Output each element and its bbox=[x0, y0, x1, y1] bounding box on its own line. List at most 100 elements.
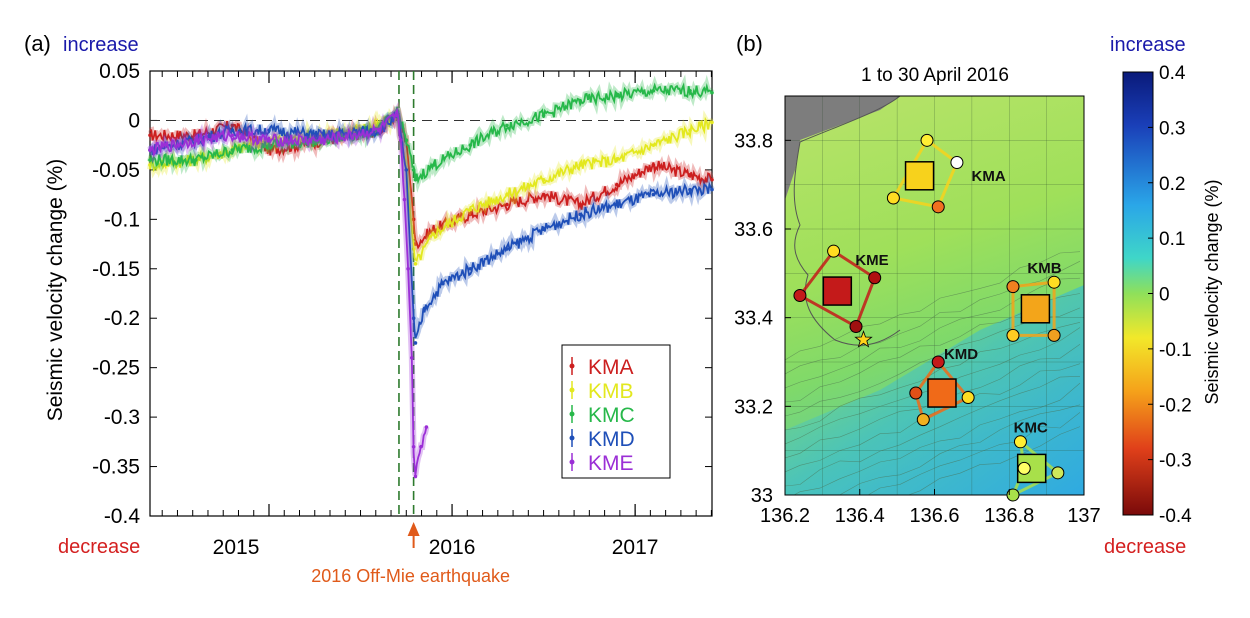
series-point-kmc bbox=[651, 88, 656, 93]
series-point-kmc bbox=[578, 98, 582, 103]
series-point-kmd bbox=[615, 202, 619, 207]
series-point-kme bbox=[230, 133, 235, 138]
map-title: 1 to 30 April 2016 bbox=[861, 65, 1009, 86]
series-point-kmb bbox=[541, 177, 546, 182]
map-x-tick-label: 136.6 bbox=[909, 505, 959, 527]
panel-b-label: (b) bbox=[736, 31, 763, 56]
station-marker bbox=[849, 320, 863, 334]
array-kma: KMA bbox=[886, 133, 1006, 214]
colorbar-tick-label: -0.4 bbox=[1159, 506, 1192, 527]
x-tick-label: 2017 bbox=[612, 536, 659, 559]
series-point-kmd bbox=[267, 128, 271, 133]
series-point-kma bbox=[411, 217, 416, 222]
series-point-kma bbox=[615, 182, 619, 187]
series-point-kma bbox=[710, 177, 714, 182]
y-tick-label: -0.25 bbox=[92, 357, 140, 380]
station-marker bbox=[1006, 488, 1020, 502]
series-line-kmb bbox=[149, 109, 713, 263]
plot-a-y-ticks: 0.05 0 -0.05 -0.1 -0.15 -0.2 -0.25 -0.3 -0.35 -0.… bbox=[92, 60, 712, 528]
earthquake-annotation: 2016 Off-Mie earthquake bbox=[311, 522, 510, 586]
contour-line bbox=[867, 412, 1081, 495]
series-point-kme bbox=[395, 113, 399, 118]
array-label: KMD bbox=[944, 346, 978, 363]
series-point-kme bbox=[398, 138, 403, 143]
x-tick-label: 2016 bbox=[429, 536, 476, 559]
series-point-kmc bbox=[230, 148, 235, 152]
array-kme: KME bbox=[793, 244, 889, 334]
series-point-kma bbox=[578, 202, 582, 207]
array-center-square bbox=[1020, 294, 1051, 324]
station-marker bbox=[1013, 435, 1027, 449]
array-kmc: KMC bbox=[1006, 419, 1065, 502]
series-point-kme bbox=[409, 355, 414, 360]
x-tick-label: 2015 bbox=[213, 536, 260, 559]
station-marker bbox=[827, 244, 841, 258]
array-label: KMB bbox=[1027, 260, 1061, 277]
series-point-kme bbox=[377, 128, 381, 133]
series-point-kme bbox=[419, 444, 423, 449]
series-point-kmd bbox=[578, 212, 582, 217]
series-point-kma bbox=[148, 133, 152, 138]
series-point-kma bbox=[505, 202, 509, 207]
legend-label-kma: KMA bbox=[588, 356, 634, 379]
station-marker bbox=[1006, 328, 1020, 342]
series-point-kmd bbox=[651, 192, 656, 197]
y-tick-label: -0.4 bbox=[104, 505, 141, 528]
series-point-kmd bbox=[230, 128, 235, 133]
map-y-tick-label: 33.2 bbox=[734, 396, 773, 418]
colorbar-tick-label: 0.2 bbox=[1159, 174, 1185, 195]
series-point-kmd bbox=[710, 187, 714, 192]
series-point-kmd bbox=[404, 168, 409, 172]
station-marker bbox=[961, 390, 975, 404]
series-point-kme bbox=[148, 148, 152, 152]
contour-line bbox=[793, 382, 1081, 495]
series-point-kmb bbox=[651, 143, 656, 147]
series-point-kme bbox=[193, 138, 198, 143]
series-line-kmc bbox=[149, 82, 713, 185]
station-marker bbox=[1047, 328, 1061, 342]
map-x-tick-label: 136.2 bbox=[760, 505, 810, 527]
legend-label-kmd: KMD bbox=[588, 428, 635, 451]
contour-line bbox=[835, 404, 1081, 495]
series-point-kmb bbox=[578, 163, 582, 167]
y-tick-label: -0.1 bbox=[104, 208, 140, 231]
series-point-kma bbox=[541, 192, 546, 197]
series-point-kmc bbox=[413, 177, 418, 182]
series-point-kmb bbox=[710, 120, 714, 125]
series-point-kme bbox=[402, 197, 407, 202]
y-tick-label: -0.3 bbox=[104, 406, 140, 429]
series-point-kmb bbox=[468, 207, 473, 212]
series-point-kmc bbox=[541, 113, 546, 118]
series-point-kmc bbox=[148, 158, 152, 162]
unmapped-area bbox=[785, 96, 900, 200]
y-axis-label: Seismic velocity change (%) bbox=[44, 159, 67, 422]
station-marker bbox=[931, 200, 945, 214]
series-point-kmd bbox=[422, 306, 427, 311]
colorbar-decrease-note: decrease bbox=[1104, 536, 1186, 558]
legend-marker-dot bbox=[569, 363, 575, 369]
map-x-tick-label: 136.8 bbox=[984, 505, 1034, 527]
series-line-kme bbox=[149, 107, 428, 476]
station-marker bbox=[1047, 275, 1061, 289]
series-point-kme bbox=[322, 138, 326, 143]
array-label: KME bbox=[855, 252, 888, 269]
series-point-kmc bbox=[431, 163, 436, 167]
series-point-kmc bbox=[505, 123, 509, 128]
station-marker bbox=[868, 271, 882, 285]
velocity-series bbox=[147, 74, 715, 479]
array-center-square bbox=[927, 378, 957, 408]
colorbar-tick-label: 0.4 bbox=[1159, 63, 1186, 84]
earthquake-annotation-text: 2016 Off-Mie earthquake bbox=[311, 566, 510, 586]
series-point-kma bbox=[413, 242, 418, 246]
array-kmd: KMD bbox=[909, 346, 978, 427]
map-y-ticks: 33 33.2 33.4 33.6 33.8 bbox=[734, 130, 791, 507]
series-point-kmb bbox=[688, 128, 692, 133]
series-point-kmc bbox=[468, 143, 473, 147]
colorbar-tick-label: -0.2 bbox=[1159, 395, 1192, 416]
series-point-kme bbox=[424, 425, 429, 429]
map-x-ticks: 136.2 136.4 136.6 136.8 137 bbox=[760, 489, 1101, 527]
series-point-kmd bbox=[505, 247, 509, 251]
colorbar-tick-label: 0.1 bbox=[1159, 229, 1185, 250]
contour-line bbox=[785, 277, 1081, 389]
